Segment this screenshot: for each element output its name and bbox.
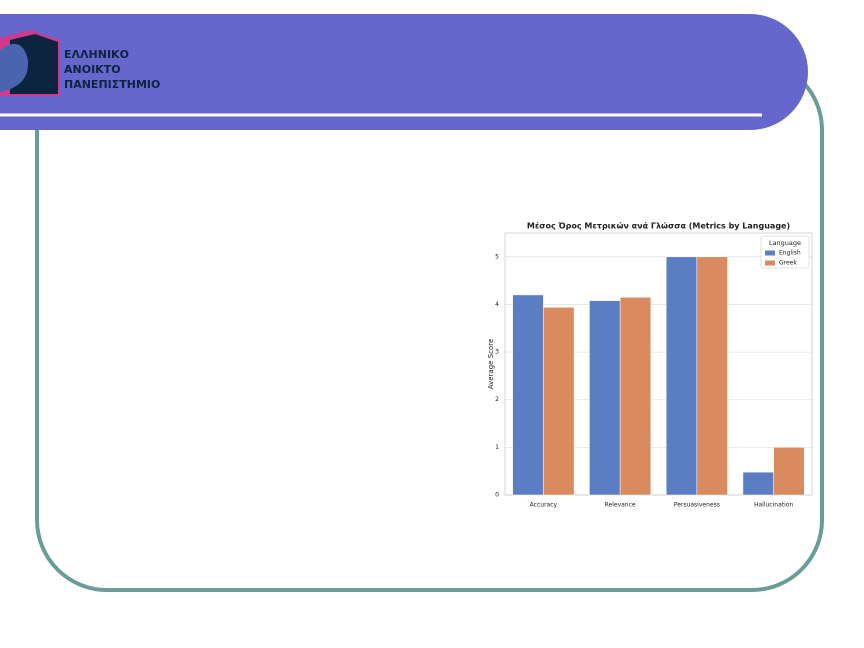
bar xyxy=(696,256,728,496)
y-tick-label: 3 xyxy=(495,349,499,356)
y-tick-label: 5 xyxy=(495,253,499,260)
y-axis-label: Average Score xyxy=(487,339,495,390)
bar xyxy=(543,307,575,496)
x-tick-label: Accuracy xyxy=(530,502,558,509)
y-tick-label: 0 xyxy=(495,492,499,499)
bar xyxy=(589,300,621,496)
legend-swatch xyxy=(765,250,775,256)
bar xyxy=(665,256,698,496)
logo-mark xyxy=(0,30,60,96)
legend-box xyxy=(760,235,810,269)
chart-title: Μέσος Όρος Μετρικών ανά Γλώσσα (Metrics … xyxy=(527,221,790,231)
bar xyxy=(512,294,544,496)
legend-title: Language xyxy=(769,239,801,247)
chart: Μέσος Όρος Μετρικών ανά Γλώσσα (Metrics … xyxy=(487,221,813,509)
header-band xyxy=(0,14,808,130)
y-tick-label: 4 xyxy=(495,301,499,308)
bar xyxy=(742,471,774,496)
y-tick-label: 2 xyxy=(495,396,499,403)
legend-label: Greek xyxy=(779,260,797,267)
logo-text: ΑΝΟΙΚΤΟ xyxy=(64,63,121,76)
x-tick-label: Relevance xyxy=(605,502,636,509)
plot-frame xyxy=(504,232,813,496)
logo-text: ΠΑΝΕΠΙΣΤΗΜΙΟ xyxy=(64,78,160,91)
x-tick-label: Hallucination xyxy=(754,502,793,509)
legend-swatch xyxy=(765,260,775,266)
bar xyxy=(773,447,805,496)
legend-label: English xyxy=(779,250,801,257)
bar xyxy=(619,297,652,496)
x-tick-label: Persuasiveness xyxy=(674,502,720,509)
y-tick-label: 1 xyxy=(495,444,499,451)
logo-text: ΕΛΛΗΝΙΚΟ xyxy=(64,48,129,61)
